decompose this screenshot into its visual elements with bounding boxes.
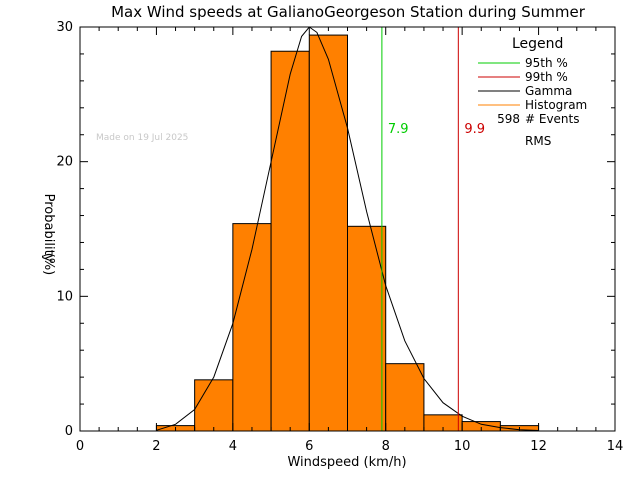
histogram-bar-1 [194,379,234,432]
legend-label-95: 95th % [525,56,568,70]
histogram-bar-2 [232,223,272,432]
x-tick-label-5: 10 [454,439,471,454]
histogram-bar-4 [308,34,348,432]
percentile-99-label: 9.9 [464,122,485,137]
y-tick-label-2: 20 [56,155,73,170]
legend-label-99: 99th % [525,70,568,84]
histogram-bar-6 [385,363,425,432]
watermark-text: Made on 19 Jul 2025 [96,133,188,143]
x-axis-ticks: 0 2 4 6 8 10 12 14 [76,27,623,454]
legend: Legend 95th % 99th % Gamma Histogram 598… [478,36,587,148]
events-label: # Events [525,112,580,126]
x-tick-label-0: 0 [76,439,84,454]
y-tick-label-0: 0 [65,424,73,439]
events-count: 598 [497,112,520,126]
y-axis-label-units: (%) [41,253,56,276]
histogram-bars [155,34,540,432]
y-tick-label-3: 30 [56,20,73,35]
gamma-curve [156,26,539,431]
y-axis-ticks: 0 10 20 30 [56,20,615,439]
x-tick-label-7: 14 [607,439,624,454]
rms-label: RMS [525,134,551,148]
y-tick-label-1: 10 [56,289,73,304]
y-axis-label: Probability [41,194,56,263]
x-tick-label-4: 8 [382,439,390,454]
histogram-bar-5 [347,225,387,432]
x-tick-label-6: 12 [530,439,547,454]
x-tick-label-3: 6 [305,439,313,454]
legend-label-gamma: Gamma [525,84,572,98]
chart-title: Max Wind speeds at GalianoGeorgeson Stat… [111,3,586,21]
legend-title: Legend [512,36,563,52]
percentile-95-label: 7.9 [388,122,409,137]
legend-label-histogram: Histogram [525,98,587,112]
x-tick-label-2: 4 [229,439,237,454]
x-axis-label: Windspeed (km/h) [287,455,406,470]
histogram-bar-3 [270,50,310,432]
x-tick-label-1: 2 [152,439,160,454]
